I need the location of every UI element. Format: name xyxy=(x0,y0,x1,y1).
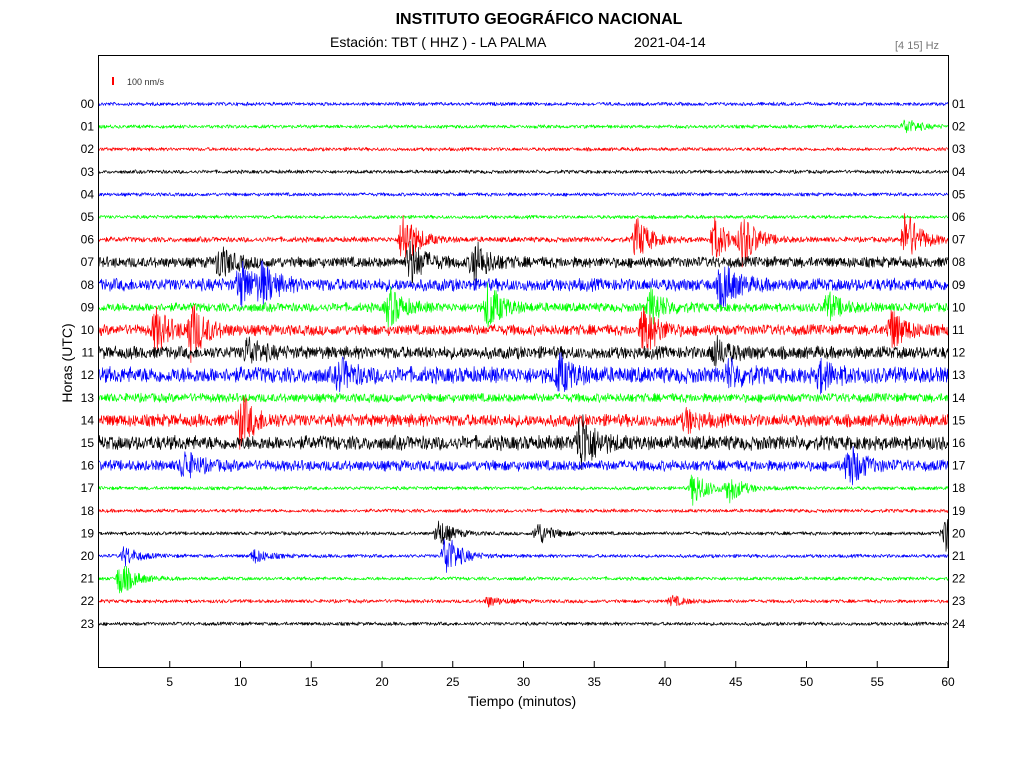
hour-label-right-20: 20 xyxy=(952,526,966,540)
scale-bar-label: 100 nm/s xyxy=(127,77,165,87)
hour-label-right-23: 23 xyxy=(952,594,966,608)
x-tick-label-10: 10 xyxy=(234,675,248,689)
trace-hour-21 xyxy=(98,566,949,594)
hour-label-left-01: 01 xyxy=(81,120,95,134)
trace-hour-20 xyxy=(98,538,949,573)
hour-label-left-14: 14 xyxy=(81,413,95,427)
hour-label-left-02: 02 xyxy=(81,142,95,156)
x-tick-label-45: 45 xyxy=(729,675,743,689)
hour-label-right-09: 09 xyxy=(952,278,966,292)
x-tick-label-35: 35 xyxy=(588,675,602,689)
hour-label-left-19: 19 xyxy=(81,526,95,540)
band-label: [4 15] Hz xyxy=(895,40,940,52)
trace-hour-11 xyxy=(98,335,949,367)
x-tick-label-15: 15 xyxy=(305,675,319,689)
hour-label-left-16: 16 xyxy=(81,459,95,473)
hour-label-right-12: 12 xyxy=(952,346,966,360)
hour-label-right-15: 15 xyxy=(952,413,966,427)
x-tick-label-30: 30 xyxy=(517,675,531,689)
hour-label-left-07: 07 xyxy=(81,255,95,269)
x-axis-ticks: 5 10 15 20 25 30 35 40 45 50 55 60 xyxy=(166,661,955,689)
trace-hour-00 xyxy=(98,101,949,107)
hour-label-left-18: 18 xyxy=(81,504,95,518)
hour-label-left-11: 11 xyxy=(82,346,95,360)
hour-label-left-21: 21 xyxy=(81,572,95,586)
hour-label-left-08: 08 xyxy=(81,278,95,292)
hour-label-right-10: 10 xyxy=(952,300,966,314)
hour-label-right-05: 05 xyxy=(952,187,966,201)
trace-hour-22 xyxy=(98,594,949,608)
hour-label-right-04: 04 xyxy=(952,165,966,179)
trace-hour-18 xyxy=(98,508,949,514)
hour-label-left-10: 10 xyxy=(81,323,95,337)
trace-hour-05 xyxy=(98,214,949,220)
trace-hour-07 xyxy=(98,240,949,286)
hour-label-left-15: 15 xyxy=(81,436,95,450)
hour-label-right-18: 18 xyxy=(952,481,966,495)
hour-label-right-06: 06 xyxy=(952,210,966,224)
trace-hour-09 xyxy=(98,282,949,328)
hour-label-left-00: 00 xyxy=(81,97,95,111)
hour-label-left-13: 13 xyxy=(81,391,95,405)
hour-label-left-23: 23 xyxy=(81,617,95,631)
hour-label-left-12: 12 xyxy=(81,368,95,382)
hour-label-left-05: 05 xyxy=(81,210,95,224)
hour-label-right-19: 19 xyxy=(952,504,966,518)
x-tick-label-55: 55 xyxy=(871,675,885,689)
trace-hour-12 xyxy=(98,352,949,395)
hour-label-right-21: 21 xyxy=(952,549,966,563)
trace-hour-14 xyxy=(98,395,949,450)
hour-label-right-07: 07 xyxy=(952,233,966,247)
hour-label-left-04: 04 xyxy=(81,187,95,201)
hour-label-right-03: 03 xyxy=(952,142,966,156)
hour-label-left-09: 09 xyxy=(81,300,95,314)
trace-hour-03 xyxy=(98,169,949,175)
station-label: Estación: TBT ( HHZ ) - LA PALMA xyxy=(330,34,547,50)
hour-label-left-22: 22 xyxy=(81,594,95,608)
x-tick-label-50: 50 xyxy=(800,675,814,689)
trace-hour-23 xyxy=(98,621,949,627)
x-tick-label-5: 5 xyxy=(166,675,173,689)
trace-hour-15 xyxy=(98,414,949,471)
x-tick-label-40: 40 xyxy=(658,675,672,689)
trace-hour-17 xyxy=(98,474,949,506)
traces-group xyxy=(98,101,949,627)
trace-hour-08 xyxy=(98,260,949,312)
x-axis-title: Tiempo (minutos) xyxy=(468,693,576,709)
x-tick-label-60: 60 xyxy=(941,675,955,689)
hour-label-right-11: 11 xyxy=(952,323,965,337)
y-axis-labels: 00 01 01 02 02 03 03 04 04 05 05 06 06 07 07 08 08 09 09 10… xyxy=(81,97,966,631)
trace-hour-06 xyxy=(98,213,949,268)
hour-label-right-16: 16 xyxy=(952,436,966,450)
x-tick-label-25: 25 xyxy=(446,675,460,689)
hour-label-left-20: 20 xyxy=(81,549,95,563)
hour-label-left-06: 06 xyxy=(81,233,95,247)
trace-hour-13 xyxy=(98,392,949,404)
date-label: 2021-04-14 xyxy=(634,34,706,50)
trace-hour-10 xyxy=(98,304,949,363)
trace-hour-19 xyxy=(98,519,949,552)
hour-label-right-22: 22 xyxy=(952,572,966,586)
trace-hour-02 xyxy=(98,146,948,152)
chart-title: INSTITUTO GEOGRÁFICO NACIONAL xyxy=(395,11,683,28)
hour-label-left-17: 17 xyxy=(81,481,95,495)
trace-hour-16 xyxy=(98,445,949,486)
hour-label-right-17: 17 xyxy=(952,459,966,473)
hour-label-right-14: 14 xyxy=(952,391,966,405)
scale-bar: 100 nm/s xyxy=(112,77,165,87)
hour-label-right-13: 13 xyxy=(952,368,966,382)
hour-label-right-08: 08 xyxy=(952,255,966,269)
hour-label-left-03: 03 xyxy=(81,165,95,179)
x-tick-label-20: 20 xyxy=(375,675,389,689)
hour-label-right-01: 01 xyxy=(952,97,966,111)
y-axis-title: Horas (UTC) xyxy=(59,323,75,402)
hour-label-right-24: 24 xyxy=(952,617,966,631)
plot-frame xyxy=(98,55,949,668)
scale-bar-mark xyxy=(112,77,114,85)
trace-hour-01 xyxy=(98,119,949,134)
trace-hour-04 xyxy=(98,192,949,197)
hour-label-right-02: 02 xyxy=(952,120,966,134)
